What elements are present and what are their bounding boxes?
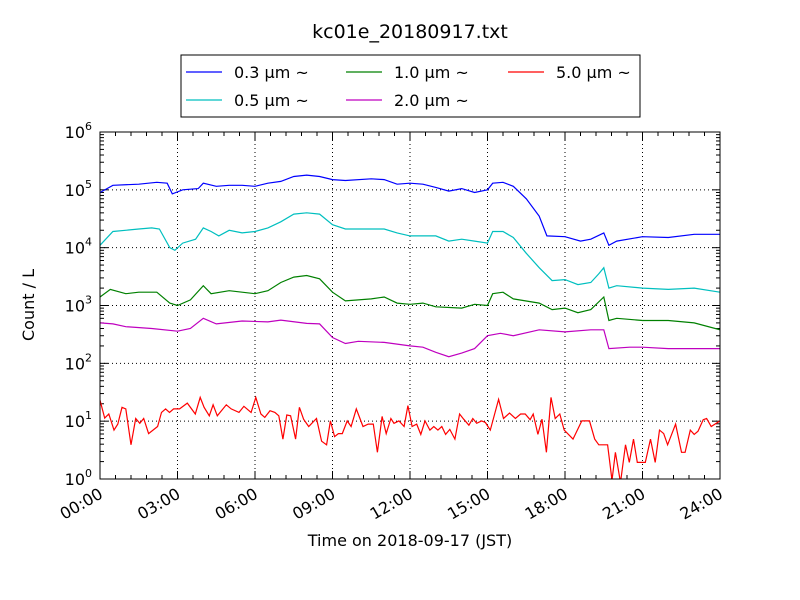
grid (100, 132, 720, 479)
legend-label: 0.3 μm ~ (234, 63, 309, 82)
y-tick-base: 10 (65, 470, 85, 489)
legend-frame (180, 54, 641, 118)
series-line (100, 317, 720, 358)
y-tick-base: 10 (65, 239, 85, 258)
legend-label: 5.0 μm ~ (556, 63, 631, 82)
x-axis-label: Time on 2018-09-17 (JST) (307, 531, 512, 550)
legend-label: 0.5 μm ~ (234, 91, 309, 110)
series-line (100, 274, 720, 331)
plot-frame (99, 131, 721, 480)
y-tick-base: 10 (65, 181, 85, 200)
y-tick-exponent: 0 (85, 467, 92, 480)
y-tick-exponent: 1 (85, 409, 92, 422)
y-tick-label: 106 (65, 120, 92, 142)
y-axis-label: Count / L (19, 269, 38, 341)
series-line (100, 395, 720, 479)
y-tick-base: 10 (65, 412, 85, 431)
y-tick-label: 102 (65, 351, 92, 373)
y-tick-base: 10 (65, 354, 85, 373)
legend: 0.3 μm ~ 0.5 μm ~ 1.0 μm ~ 2.0 μm ~ 5.0 μm ~ (180, 54, 641, 118)
y-tick-exponent: 4 (85, 236, 92, 249)
y-tick-label: 104 (65, 236, 92, 258)
y-tick-label: 100 (65, 467, 92, 489)
y-tick-label: 105 (65, 178, 92, 200)
series-line (100, 174, 720, 247)
legend-label: 1.0 μm ~ (394, 63, 469, 82)
y-tick-exponent: 3 (85, 294, 92, 307)
series-line (100, 212, 720, 293)
y-tick-exponent: 5 (85, 178, 92, 191)
y-tick-label: 103 (65, 294, 92, 316)
y-tick-base: 10 (65, 123, 85, 142)
y-tick-label: 101 (65, 409, 92, 431)
legend-label: 2.0 μm ~ (394, 91, 469, 110)
y-tick-base: 10 (65, 297, 85, 316)
chart-title: kc01e_20180917.txt (312, 21, 508, 43)
y-tick-exponent: 6 (85, 120, 92, 133)
series-lines (100, 174, 720, 479)
y-tick-exponent: 2 (85, 351, 92, 364)
